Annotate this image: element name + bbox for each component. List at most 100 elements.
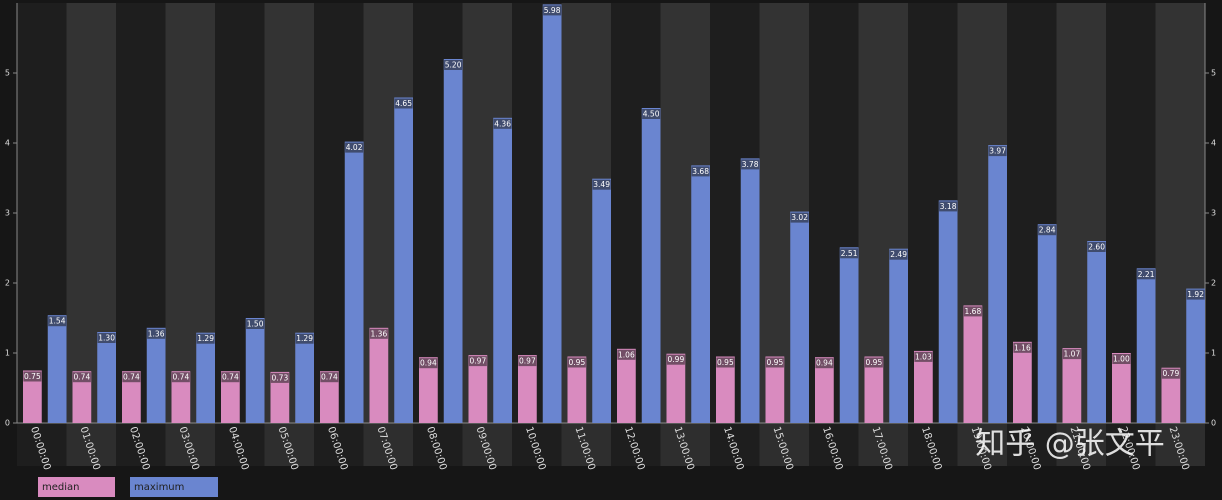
value-label-bg	[988, 146, 1007, 157]
y-tick-label: 5	[5, 69, 10, 78]
value-label-bg	[196, 333, 215, 344]
bar	[938, 200, 958, 423]
bar	[691, 165, 710, 423]
label-bg	[858, 423, 908, 466]
value-label-bg	[369, 328, 388, 339]
value-label-bg	[691, 166, 710, 177]
value-label-bg	[246, 319, 265, 329]
bar	[988, 145, 1007, 423]
y-tick-label: 0	[5, 419, 10, 428]
value-label-bg	[221, 372, 240, 383]
label-bg	[660, 423, 710, 466]
bar	[518, 355, 537, 423]
value-label-bg	[493, 118, 512, 129]
label-bg	[314, 423, 364, 466]
value-label-bg	[939, 201, 958, 212]
value-label-bg	[1062, 349, 1081, 360]
value-label: 0.95	[866, 358, 883, 367]
y2-tick-label: 4	[1211, 139, 1216, 148]
value-label-bg	[543, 5, 562, 16]
value-label-bg	[147, 328, 166, 339]
value-label-bg	[270, 372, 289, 383]
y2-tick-label: 1	[1211, 349, 1216, 358]
label-bg	[908, 423, 958, 466]
value-label-bg	[295, 333, 314, 344]
bar	[1013, 341, 1032, 423]
bar	[468, 355, 488, 423]
bar	[419, 357, 438, 423]
value-label-bg	[567, 357, 586, 368]
bar	[1112, 353, 1131, 423]
legend-swatch	[130, 477, 218, 497]
value-label: 3.68	[692, 167, 709, 176]
label-bg	[116, 423, 166, 466]
value-label: 1.06	[618, 350, 635, 359]
y-tick-label: 4	[5, 139, 10, 148]
value-label-bg	[97, 333, 116, 343]
y-tick-label: 2	[5, 279, 10, 288]
value-label: 1.07	[1064, 350, 1081, 359]
value-label-bg	[468, 356, 487, 367]
label-bg	[809, 423, 859, 466]
value-label: 0.79	[1163, 369, 1180, 378]
y2-tick-label: 0	[1211, 419, 1216, 428]
value-label-bg	[617, 349, 636, 360]
bar	[369, 327, 389, 423]
value-label-bg	[518, 356, 537, 367]
label-bg	[462, 423, 512, 466]
value-label: 1.68	[965, 307, 982, 316]
bar	[740, 158, 760, 423]
bar	[122, 371, 141, 423]
value-label-bg	[1161, 368, 1180, 379]
value-label: 3.49	[593, 180, 610, 189]
value-label: 0.99	[668, 355, 685, 364]
bar	[592, 178, 611, 423]
value-label: 5.98	[544, 6, 561, 15]
value-label: 4.65	[395, 99, 412, 108]
value-label: 0.97	[519, 357, 536, 366]
bar	[221, 371, 240, 423]
label-bg	[1007, 423, 1057, 466]
value-label: 4.50	[643, 110, 660, 119]
value-label: 1.30	[98, 334, 115, 343]
label-bg	[710, 423, 760, 466]
bar	[72, 371, 92, 423]
value-label: 1.36	[148, 329, 165, 338]
bar	[716, 356, 735, 423]
value-label: 3.02	[791, 213, 808, 222]
value-label-bg	[889, 249, 908, 260]
bar	[1062, 348, 1082, 423]
label-bg	[264, 423, 314, 466]
value-label: 0.75	[24, 372, 41, 381]
value-label: 1.92	[1187, 290, 1204, 299]
bar	[542, 4, 562, 424]
value-label-bg	[716, 357, 735, 368]
bar	[641, 108, 661, 423]
value-label: 1.16	[1014, 343, 1031, 352]
label-bg	[215, 423, 265, 466]
bar	[295, 332, 314, 423]
y2-tick-label: 2	[1211, 279, 1216, 288]
value-label-bg	[1112, 354, 1131, 364]
value-label-bg	[592, 179, 611, 190]
bar	[839, 247, 859, 423]
bar	[1161, 367, 1181, 423]
bar	[790, 211, 809, 423]
bar	[320, 371, 339, 423]
label-bg	[759, 423, 809, 466]
bar	[270, 371, 290, 423]
value-label: 5.20	[445, 61, 462, 70]
bar	[889, 248, 908, 423]
value-label-bg	[642, 109, 661, 119]
value-label: 1.03	[915, 352, 932, 361]
value-label-bg	[765, 357, 784, 368]
bar	[493, 117, 512, 424]
value-label: 1.54	[49, 317, 66, 326]
label-bg	[611, 423, 661, 466]
value-label-bg	[394, 98, 413, 109]
value-label-bg	[48, 316, 67, 327]
bar	[617, 348, 636, 423]
y-tick-label: 3	[5, 209, 10, 218]
bar	[1136, 268, 1156, 423]
